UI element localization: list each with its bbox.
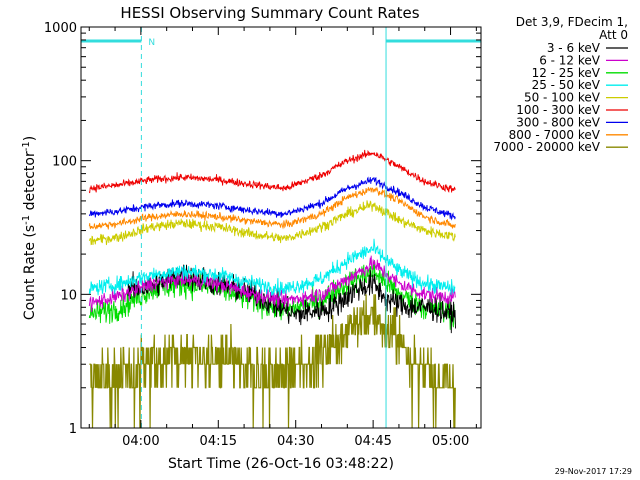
legend-entry-label: 25 - 50 keV xyxy=(532,78,601,92)
legend-entry-label: 12 - 25 keV xyxy=(532,66,601,80)
x-tick-label: 04:15 xyxy=(200,434,237,449)
x-tick-label: 04:30 xyxy=(277,434,314,449)
series-line-6-12kev xyxy=(88,255,456,313)
y-tick-label: 10 xyxy=(60,288,77,303)
x-axis-label: Start Time (26-Oct-16 03:48:22) xyxy=(168,456,394,472)
series-line-100-300kev xyxy=(88,149,456,194)
plot-area xyxy=(88,149,456,428)
legend-entry-label: 7000 - 20000 keV xyxy=(493,140,600,154)
series-line-7000-20000kev xyxy=(89,294,456,428)
y-tick-label: 100 xyxy=(52,155,77,170)
x-tick-label: 04:00 xyxy=(122,434,159,449)
chart-title: HESSI Observing Summary Count Rates xyxy=(120,4,419,22)
axes: 1000 100 10 1 04:00 04:15 04:30 04:45 05:00 xyxy=(44,21,482,449)
legend-header-line1: Det 3,9, FDecim 1, xyxy=(516,15,628,29)
night-marker-label: N xyxy=(148,38,155,48)
plot-frame xyxy=(80,26,482,429)
series-line-25-50kev xyxy=(88,238,456,297)
series-line-300-800kev xyxy=(88,176,456,221)
series-line-800-7000kev xyxy=(88,187,456,230)
legend-entry-label: 50 - 100 keV xyxy=(524,91,601,105)
legend-entry-label: 6 - 12 keV xyxy=(539,53,601,67)
footer-timestamp: 29-Nov-2017 17:29 xyxy=(555,467,632,476)
legend-entry-label: 300 - 800 keV xyxy=(516,115,600,129)
legend-entry-label: 3 - 6 keV xyxy=(547,41,601,55)
x-tick-label: 04:45 xyxy=(354,434,391,449)
legend-entry-label: 100 - 300 keV xyxy=(516,103,600,117)
series-line-50-100kev xyxy=(88,200,456,246)
y-tick-label: 1 xyxy=(69,422,77,437)
legend-header-line2: Att 0 xyxy=(599,28,628,42)
legend-entry-label: 800 - 7000 keV xyxy=(509,128,601,142)
y-axis-label: Count Rate (s-1 detector-1) xyxy=(21,136,38,320)
y-tick-label: 1000 xyxy=(44,21,77,36)
x-tick-label: 05:00 xyxy=(432,434,469,449)
